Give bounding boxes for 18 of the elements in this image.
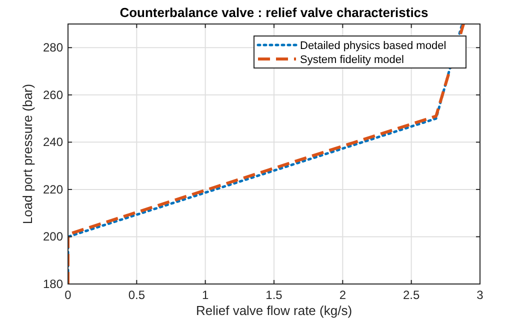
x-tick-label: 2.5 — [402, 288, 420, 302]
y-tick-label: 280 — [42, 40, 64, 55]
y-tick-label: 220 — [42, 182, 64, 196]
x-tick-label: 2 — [339, 288, 346, 302]
x-tick-label: 3 — [476, 288, 484, 302]
y-axis-title: Load port pressure (bar) — [20, 84, 35, 224]
x-axis-title: Relief valve flow rate (kg/s) — [196, 303, 352, 318]
y-tick-label: 260 — [42, 88, 64, 102]
legend-label: Detailed physics based model — [300, 40, 446, 52]
legend-label: System fidelity model — [300, 54, 404, 66]
y-tick-label: 240 — [42, 135, 64, 150]
chart-title: Counterbalance valve : relief valve characteristics — [120, 5, 428, 20]
x-tick-label: 0.5 — [128, 288, 146, 302]
y-tick-label: 180 — [42, 277, 64, 291]
x-tick-label: 0 — [64, 288, 72, 302]
y-tick-label: 200 — [42, 230, 64, 244]
x-tick-label: 1 — [202, 288, 209, 302]
x-tick-label: 1.5 — [266, 288, 283, 302]
